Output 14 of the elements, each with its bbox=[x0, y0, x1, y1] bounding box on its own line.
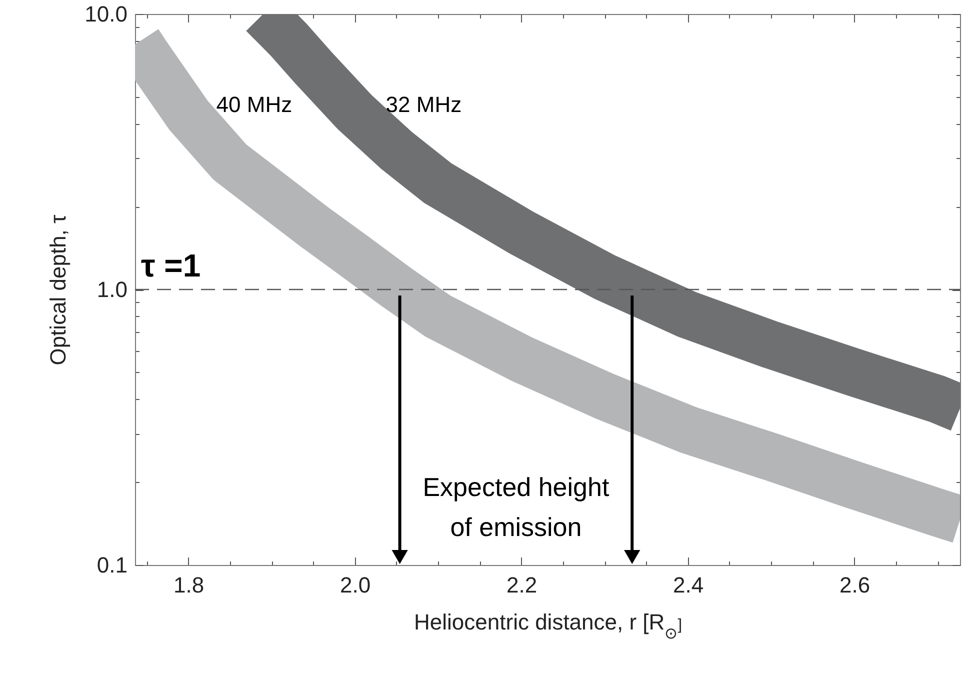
annotation: Expected height of emission bbox=[422, 472, 610, 542]
x-tick-label: 2.0 bbox=[340, 572, 371, 598]
series-label: 32 MHz bbox=[386, 92, 462, 117]
ref-line-label: τ =1 bbox=[141, 248, 201, 284]
x-tick-label: 1.8 bbox=[173, 572, 204, 598]
x-axis-title: Heliocentric distance, r [R$_{⊙}$] bbox=[414, 610, 682, 642]
series-label: 40 MHz bbox=[216, 92, 292, 117]
x-tick-label: 2.2 bbox=[506, 572, 538, 598]
x-tick-label: 2.6 bbox=[839, 572, 870, 598]
y-tick-label: 10.0 bbox=[84, 2, 128, 26]
x-tick-label: 2.4 bbox=[672, 572, 704, 598]
y-tick-label: 0.1 bbox=[96, 552, 128, 578]
y-tick-label: 1.0 bbox=[96, 277, 128, 302]
y-axis-title: Optical depth, τ bbox=[46, 214, 71, 366]
